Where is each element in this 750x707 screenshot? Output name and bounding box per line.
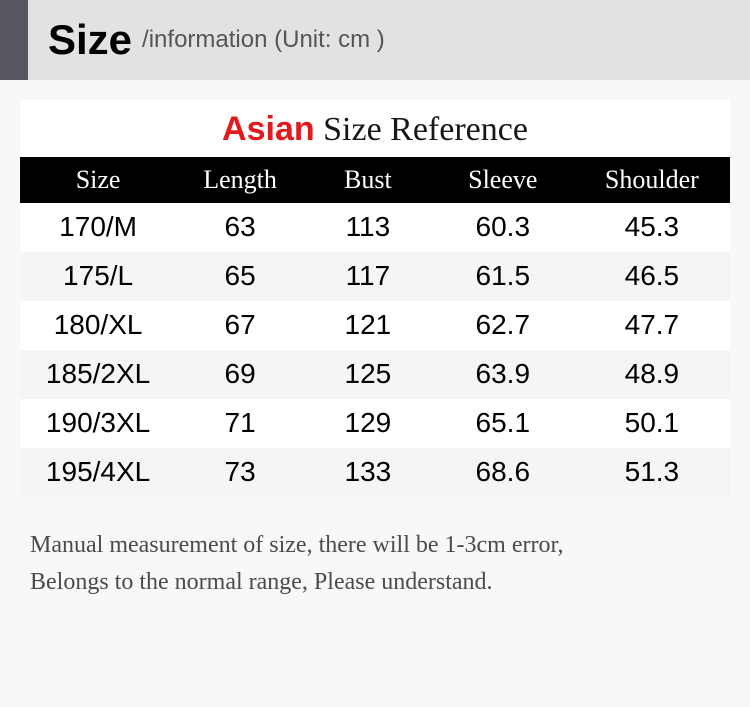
table-cell: 73 (176, 456, 304, 488)
table-cell: 113 (304, 211, 432, 243)
table-cell: 63.9 (432, 358, 574, 390)
table-cell: 129 (304, 407, 432, 439)
table-cell: 62.7 (432, 309, 574, 341)
header-title: Size (48, 16, 132, 64)
table-subtitle: Asian Size Reference (20, 100, 730, 157)
table-cell: 117 (304, 260, 432, 292)
table-row: 190/3XL7112965.150.1 (20, 399, 730, 448)
table-cell: 69 (176, 358, 304, 390)
header-unit: Unit: cm ) (282, 26, 385, 54)
footer-line-1: Manual measurement of size, there will b… (30, 527, 720, 564)
col-header-sleeve: Sleeve (432, 165, 574, 195)
header-band: Size /information ( Unit: cm ) (0, 0, 750, 80)
table-cell: 121 (304, 309, 432, 341)
header-sub: /information ( (142, 26, 282, 54)
table-cell: 46.5 (574, 260, 730, 292)
table-row: 185/2XL6912563.948.9 (20, 350, 730, 399)
size-table: Asian Size Reference Size Length Bust Sl… (20, 100, 730, 497)
subtitle-rest: Size Reference (315, 111, 528, 148)
table-cell: 60.3 (432, 211, 574, 243)
table-cell: 48.9 (574, 358, 730, 390)
table-cell: 63 (176, 211, 304, 243)
table-row: 180/XL6712162.747.7 (20, 301, 730, 350)
footer-line-2: Belongs to the normal range, Please unde… (30, 564, 720, 601)
table-cell: 170/M (20, 211, 176, 243)
table-cell: 61.5 (432, 260, 574, 292)
table-cell: 125 (304, 358, 432, 390)
table-row: 195/4XL7313368.651.3 (20, 448, 730, 497)
table-cell: 45.3 (574, 211, 730, 243)
table-cell: 180/XL (20, 309, 176, 341)
table-cell: 71 (176, 407, 304, 439)
table-cell: 175/L (20, 260, 176, 292)
table-cell: 68.6 (432, 456, 574, 488)
footer-note: Manual measurement of size, there will b… (30, 527, 720, 601)
table-cell: 133 (304, 456, 432, 488)
col-header-shoulder: Shoulder (574, 165, 730, 195)
table-body: 170/M6311360.345.3175/L6511761.546.5180/… (20, 203, 730, 497)
table-cell: 190/3XL (20, 407, 176, 439)
table-cell: 50.1 (574, 407, 730, 439)
table-cell: 51.3 (574, 456, 730, 488)
col-header-length: Length (176, 165, 304, 195)
col-header-bust: Bust (304, 165, 432, 195)
table-cell: 185/2XL (20, 358, 176, 390)
table-cell: 67 (176, 309, 304, 341)
table-cell: 65.1 (432, 407, 574, 439)
table-header-row: Size Length Bust Sleeve Shoulder (20, 157, 730, 203)
table-cell: 65 (176, 260, 304, 292)
table-row: 175/L6511761.546.5 (20, 252, 730, 301)
table-row: 170/M6311360.345.3 (20, 203, 730, 252)
subtitle-accent: Asian (222, 110, 315, 148)
table-cell: 47.7 (574, 309, 730, 341)
col-header-size: Size (20, 165, 176, 195)
table-cell: 195/4XL (20, 456, 176, 488)
